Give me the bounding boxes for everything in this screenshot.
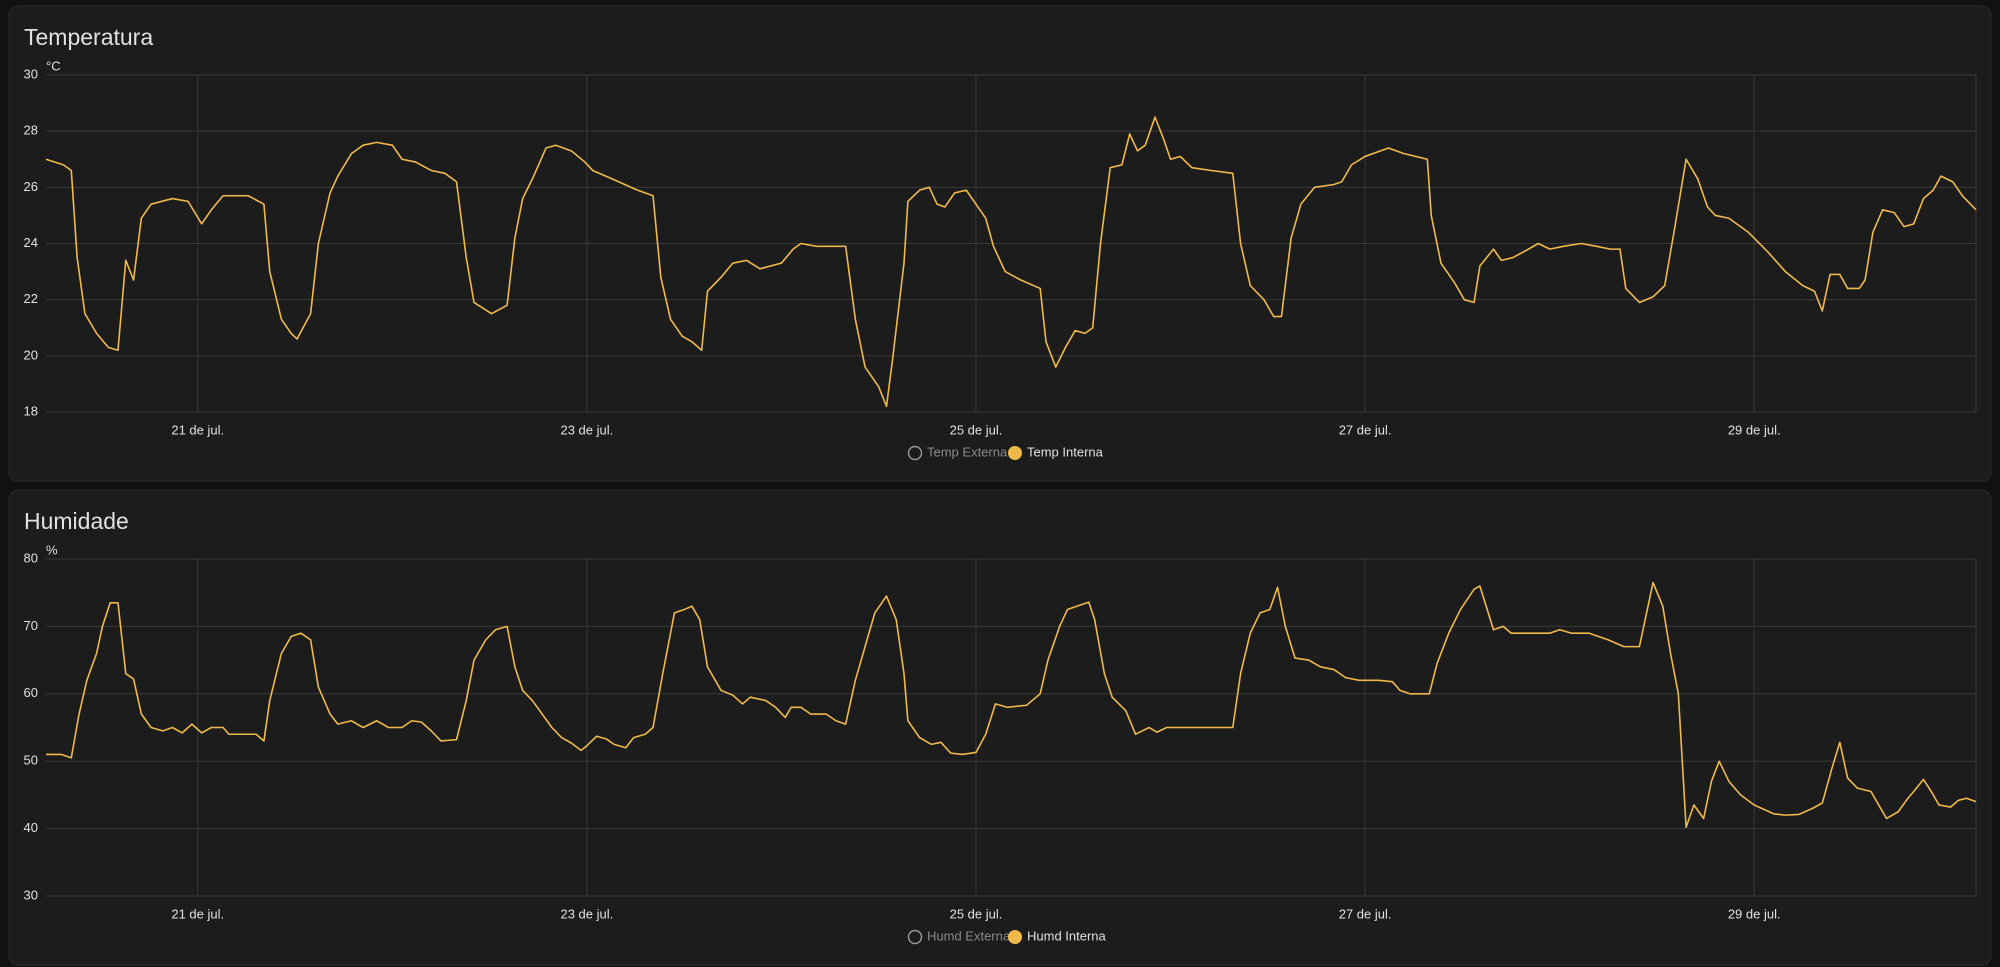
legend-swatch [907,445,923,461]
card [8,489,1992,966]
x-tick-label: 29 de jul. [1728,906,1781,921]
y-tick-label: 30 [24,66,38,81]
y-tick-label: 24 [24,235,38,250]
card-title: Humidade [24,508,129,534]
legend-item[interactable]: Temp Externa [907,444,1008,461]
x-tick-label: 25 de jul. [950,906,1003,921]
y-tick-label: 22 [24,291,38,306]
y-tick-label: 18 [24,403,38,418]
x-tick-label: 29 de jul. [1728,422,1781,437]
x-tick-label: 21 de jul. [171,422,224,437]
x-tick-label: 27 de jul. [1339,906,1392,921]
y-tick-label: 40 [24,820,38,835]
legend-label: Temp Externa [927,444,1008,459]
y-unit: % [46,542,58,557]
legend-label: Temp Interna [1027,444,1104,459]
data-line [45,116,1977,408]
y-tick-label: 80 [24,550,38,565]
y-unit: °C [46,58,61,73]
y-tick-label: 26 [24,179,38,194]
x-tick-label: 23 de jul. [560,906,613,921]
legend-swatch [907,929,923,945]
legend-item[interactable]: Humd Interna [1008,928,1107,944]
legend-label: Humd Interna [1027,928,1107,943]
legend-swatch [1008,446,1022,460]
y-tick-label: 70 [24,618,38,633]
legend-item[interactable]: Humd Externa [907,928,1011,945]
x-tick-label: 23 de jul. [560,422,613,437]
y-tick-label: 50 [24,753,38,768]
data-line [46,581,1977,829]
y-tick-label: 20 [24,347,38,362]
y-tick-label: 60 [24,685,38,700]
y-tick-label: 28 [24,123,38,138]
legend-item[interactable]: Temp Interna [1008,444,1104,460]
y-tick-label: 30 [24,887,38,902]
x-tick-label: 25 de jul. [950,422,1003,437]
legend-swatch [1008,930,1022,944]
x-tick-label: 21 de jul. [171,906,224,921]
x-tick-label: 27 de jul. [1339,422,1392,437]
card-title: Temperatura [24,24,153,50]
legend-label: Humd Externa [927,928,1011,943]
